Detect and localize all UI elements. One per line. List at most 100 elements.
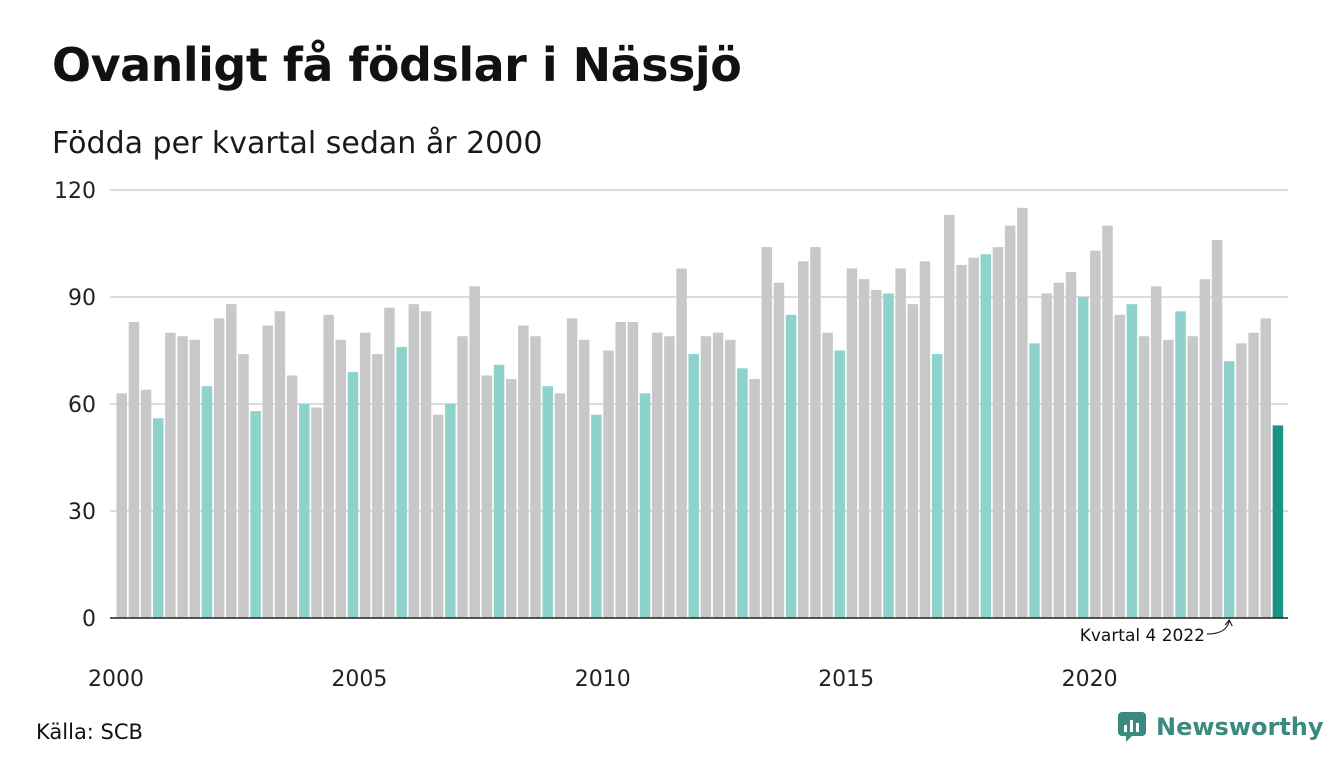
y-tick-label: 30 — [68, 500, 96, 525]
bar — [165, 332, 176, 618]
bar — [359, 332, 371, 618]
bar — [591, 414, 602, 618]
bar — [1077, 297, 1089, 618]
bar — [347, 371, 359, 618]
bar — [664, 336, 675, 618]
bar — [651, 332, 663, 618]
chart-title: Ovanligt få födslar i Nässjö — [52, 38, 742, 92]
x-tick-label: 2000 — [88, 667, 144, 692]
bar — [128, 321, 140, 618]
bar — [907, 304, 919, 618]
bar — [177, 336, 188, 618]
bar — [578, 339, 590, 618]
bar — [1102, 225, 1113, 619]
bar — [798, 261, 809, 618]
annotation-label: Kvartal 4 2022 — [1080, 626, 1205, 646]
bar — [469, 286, 480, 618]
bar — [384, 307, 395, 618]
bar — [773, 282, 785, 618]
bar — [980, 254, 992, 618]
bar — [274, 311, 286, 618]
bar — [420, 311, 432, 618]
bar — [676, 268, 687, 618]
bar — [262, 325, 274, 618]
x-tick-label: 2005 — [331, 667, 387, 692]
bar — [688, 354, 699, 618]
bar — [639, 393, 651, 618]
bar — [116, 393, 127, 618]
bar — [189, 339, 201, 618]
bar — [785, 314, 797, 618]
bar — [919, 261, 931, 618]
bar — [445, 404, 456, 618]
bar — [737, 368, 748, 618]
annotation-arrow — [1206, 618, 1233, 635]
bar — [1065, 272, 1077, 618]
bar — [1150, 286, 1162, 618]
bar — [566, 318, 578, 618]
bar — [372, 354, 383, 618]
bar — [1138, 336, 1150, 618]
bar — [140, 389, 152, 618]
bar — [432, 414, 444, 618]
bar — [1053, 282, 1065, 618]
chart-subtitle: Födda per kvartal sedan år 2000 — [52, 126, 543, 161]
bar — [858, 279, 870, 618]
brand-logo: Newsworthy — [1118, 712, 1324, 742]
bar — [554, 393, 566, 618]
bar — [408, 304, 420, 618]
brand-name: Newsworthy — [1156, 713, 1324, 741]
bars — [116, 207, 1284, 619]
bar — [1041, 293, 1052, 618]
bar — [1114, 314, 1125, 618]
bar — [700, 336, 712, 618]
bar — [518, 325, 529, 618]
x-tick-label: 2015 — [818, 667, 874, 692]
bar — [1175, 311, 1186, 618]
bar — [712, 332, 724, 618]
y-tick-label: 0 — [82, 607, 96, 632]
bar — [749, 379, 760, 618]
bar — [822, 332, 833, 618]
bar — [761, 247, 773, 618]
bar — [311, 407, 322, 618]
bar — [493, 364, 505, 618]
bar — [238, 354, 249, 618]
y-tick-label: 90 — [68, 286, 96, 311]
bar — [1236, 343, 1247, 618]
bar — [1199, 279, 1211, 618]
bar — [1004, 225, 1016, 619]
bar — [883, 293, 894, 618]
bar — [871, 289, 882, 618]
bar — [627, 321, 639, 618]
bar — [992, 247, 1004, 618]
bar-chart: 0 30 60 90 120 2000 2005 2010 2015 2020 Kvartal … — [54, 179, 1288, 692]
x-tick-label: 2020 — [1062, 667, 1118, 692]
bar — [603, 350, 614, 618]
x-axis-ticks: 2000 2005 2010 2015 2020 — [88, 667, 1118, 692]
bar — [1248, 332, 1259, 618]
x-tick-label: 2010 — [575, 667, 631, 692]
bar — [286, 375, 298, 618]
bar — [968, 257, 979, 618]
bar — [1272, 425, 1284, 618]
y-tick-label: 60 — [68, 393, 96, 418]
bar — [725, 339, 736, 618]
y-axis-ticks: 0 30 60 90 120 — [54, 179, 96, 632]
bar — [323, 314, 334, 618]
bar — [457, 336, 468, 618]
bar — [895, 268, 906, 618]
bar — [1163, 339, 1174, 618]
bar — [481, 375, 493, 618]
bar — [810, 247, 821, 618]
bar — [1126, 304, 1138, 618]
bar — [931, 354, 943, 618]
source-note: Källa: SCB — [36, 720, 143, 744]
bar — [846, 268, 858, 618]
newsworthy-logo-icon — [1118, 712, 1146, 742]
bar — [944, 214, 955, 618]
bar — [1260, 318, 1271, 618]
bar — [153, 418, 164, 618]
bar — [250, 411, 261, 618]
bar — [1211, 239, 1223, 618]
